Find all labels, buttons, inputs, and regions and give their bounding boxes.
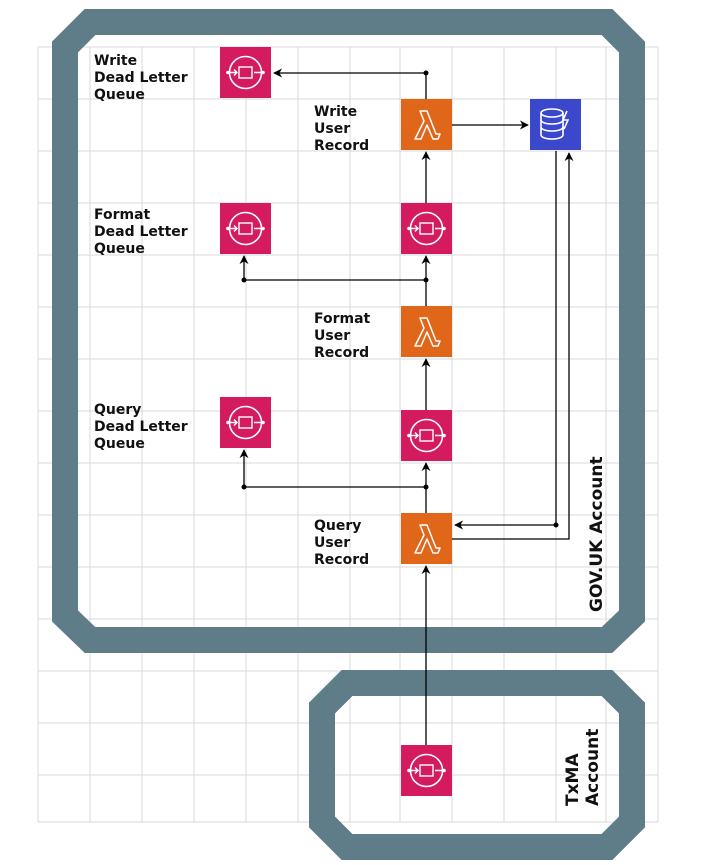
query-dlq-label: Query Dead Letter Queue: [94, 402, 193, 452]
govuk-account-boundary: [52, 9, 645, 653]
format-lambda-icon: [401, 306, 452, 357]
background-grid: [37, 46, 659, 823]
dynamodb-icon: [530, 99, 581, 150]
write-lambda-label: Write User Record: [314, 104, 369, 154]
format-dlq-icon: [220, 203, 271, 254]
govuk-account-label: GOV.UK Account: [587, 456, 607, 612]
format-dlq-label: Format Dead Letter Queue: [94, 207, 193, 257]
write-dlq-label: Write Dead Letter Queue: [94, 53, 193, 103]
txma-queue-icon: [401, 745, 452, 796]
txma-account-boundary: [309, 670, 645, 860]
query-dlq-icon: [220, 397, 271, 448]
dynamodb-to-query-lambda: [454, 151, 557, 530]
write-lambda-icon: [401, 99, 452, 150]
write-dlq-icon: [220, 47, 271, 98]
queues: [220, 47, 452, 796]
format-lambda-label: Format User Record: [314, 311, 375, 361]
query-lambda-label: Query User Record: [314, 518, 369, 568]
format-queue-icon: [401, 410, 452, 461]
query-lambda-to-dynamodb: [452, 152, 574, 540]
txma-account-label: TxMA Account: [563, 729, 603, 806]
format-to-dlq: [239, 255, 426, 281]
query-lambda-icon: [401, 513, 452, 564]
write-queue-icon: [401, 203, 452, 254]
query-to-dlq: [239, 449, 426, 488]
lambdas: [401, 99, 452, 564]
junction-dots: [241, 70, 559, 528]
